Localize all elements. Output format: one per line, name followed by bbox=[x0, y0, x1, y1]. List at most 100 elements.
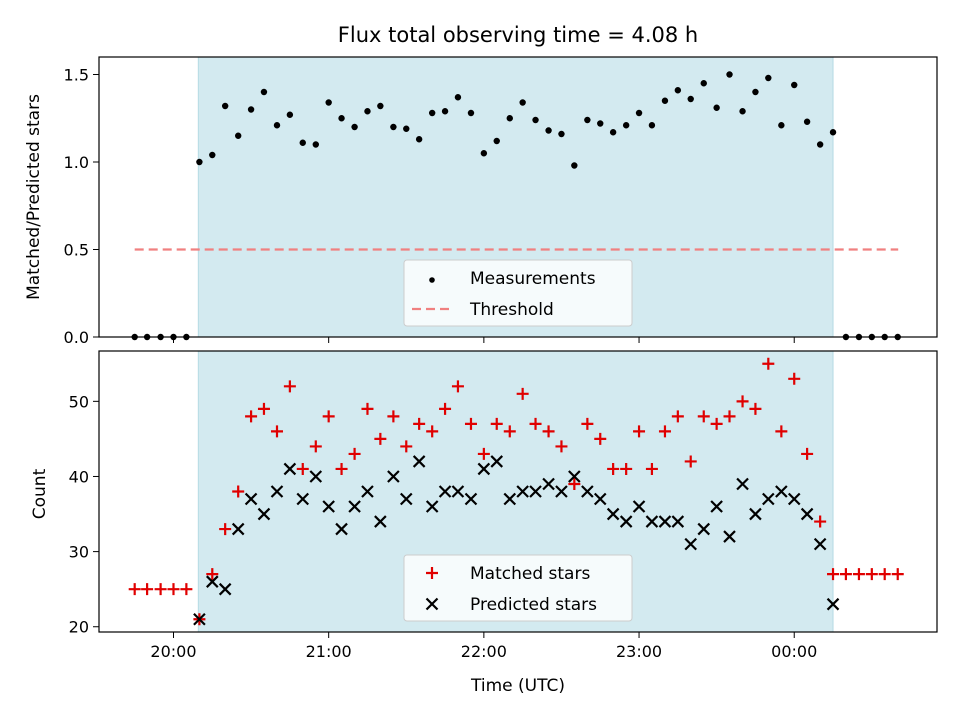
predicted-star-point bbox=[787, 492, 801, 506]
predicted-star-point bbox=[231, 522, 245, 536]
matched-star-point bbox=[891, 568, 904, 581]
top-y-tick-label: 1.0 bbox=[64, 153, 89, 172]
matched-star-point bbox=[426, 425, 439, 438]
predicted-star-point bbox=[387, 470, 400, 483]
matched-star-point bbox=[516, 387, 529, 400]
measurement-point bbox=[545, 127, 552, 134]
measurement-point bbox=[390, 123, 397, 131]
matched-star-point bbox=[335, 462, 348, 475]
measurement-point bbox=[829, 129, 837, 136]
predicted-star-point bbox=[348, 500, 361, 513]
legend-label: Threshold bbox=[469, 300, 554, 320]
measurement-point bbox=[247, 106, 255, 113]
matched-star-point bbox=[464, 417, 477, 430]
predicted-star-point bbox=[619, 515, 633, 528]
matched-star-point bbox=[775, 425, 788, 438]
bottom-legend: Matched stars Predicted stars bbox=[403, 554, 633, 622]
measurement-point bbox=[364, 108, 371, 115]
x-tick-label: 21:00 bbox=[306, 642, 352, 661]
measurement-point bbox=[519, 99, 526, 106]
matched-star-point bbox=[801, 447, 814, 460]
measurement-point bbox=[467, 109, 475, 117]
top-y-tick-label: 0.5 bbox=[64, 241, 89, 260]
measurement-point bbox=[196, 158, 203, 166]
measurement-point bbox=[454, 94, 462, 101]
x-tick-label: 22:00 bbox=[461, 642, 507, 661]
predicted-star-point bbox=[335, 522, 348, 536]
matched-star-point bbox=[749, 402, 762, 415]
matched-star-point bbox=[852, 568, 865, 581]
matched-star-point bbox=[581, 417, 594, 430]
matched-star-point bbox=[620, 462, 633, 475]
matched-star-point bbox=[633, 425, 646, 438]
matched-star-point bbox=[128, 583, 141, 596]
bottom-y-tick-label: 50 bbox=[69, 392, 89, 411]
measurement-point bbox=[674, 87, 682, 94]
matched-star-point bbox=[490, 417, 503, 430]
matched-star-point bbox=[684, 455, 697, 468]
predicted-star-point bbox=[374, 515, 387, 528]
predicted-star-point bbox=[503, 492, 517, 506]
matched-star-point bbox=[645, 462, 658, 475]
matched-star-point bbox=[374, 432, 387, 445]
x-axis-label: Time (UTC) bbox=[470, 676, 565, 696]
matched-star-point bbox=[607, 462, 620, 475]
matched-star-point bbox=[477, 447, 490, 460]
matched-star-point bbox=[878, 568, 891, 581]
measurement-point bbox=[609, 129, 617, 136]
matched-star-point bbox=[555, 440, 568, 453]
matched-star-point bbox=[658, 425, 671, 438]
predicted-star-point bbox=[749, 507, 762, 521]
matched-star-point bbox=[180, 583, 193, 596]
measurement-point bbox=[273, 122, 281, 129]
predicted-star-point bbox=[723, 530, 736, 543]
legend-box bbox=[403, 259, 633, 327]
matched-star-point bbox=[141, 583, 154, 596]
measurement-point bbox=[584, 116, 591, 124]
matched-star-point bbox=[697, 410, 710, 423]
matched-star-point bbox=[167, 583, 180, 596]
predicted-star-point bbox=[710, 500, 723, 513]
bottom-y-tick-label: 40 bbox=[69, 467, 89, 486]
top-y-axis-label: Matched/Predicted stars bbox=[24, 94, 44, 300]
predicted-star-point bbox=[645, 515, 659, 528]
predicted-star-point bbox=[361, 485, 374, 498]
measurement-point bbox=[803, 118, 811, 125]
predicted-star-point bbox=[684, 537, 697, 551]
x-tick-label: 20:00 bbox=[150, 642, 196, 661]
predicted-star-point bbox=[529, 485, 542, 498]
legend-label: Measurements bbox=[470, 269, 596, 289]
matched-star-point bbox=[296, 462, 309, 475]
measurement-point bbox=[713, 104, 720, 111]
legend-measurement-swatch bbox=[429, 277, 435, 283]
matched-star-point bbox=[788, 372, 801, 385]
matched-star-point bbox=[219, 523, 232, 536]
measurement-point bbox=[235, 132, 242, 139]
matched-star-point bbox=[309, 440, 322, 453]
measurement-point bbox=[312, 141, 319, 148]
bottom-series-predicted-stars bbox=[193, 455, 840, 626]
matched-star-point bbox=[762, 357, 775, 370]
measurement-point bbox=[752, 88, 759, 96]
legend-label: Predicted stars bbox=[470, 595, 597, 615]
measurement-point bbox=[260, 88, 268, 96]
matched-star-point bbox=[400, 440, 413, 453]
predicted-star-point bbox=[412, 455, 426, 468]
measurement-point bbox=[597, 120, 604, 127]
bottom-y-axis-label: Count bbox=[30, 468, 50, 519]
measurement-point bbox=[635, 109, 643, 117]
predicted-star-point bbox=[555, 485, 568, 498]
top-y-tick-label: 1.5 bbox=[64, 66, 89, 85]
measurement-point bbox=[700, 80, 707, 87]
predicted-star-point bbox=[593, 492, 607, 506]
measurement-point bbox=[415, 136, 423, 143]
bottom-series-matched-stars bbox=[128, 357, 904, 626]
predicted-star-point bbox=[206, 575, 219, 588]
matched-star-point bbox=[270, 425, 283, 438]
matched-star-point bbox=[542, 425, 555, 438]
predicted-star-point bbox=[516, 485, 529, 498]
measurement-point bbox=[221, 102, 229, 110]
top-legend: Measurements Threshold bbox=[403, 259, 633, 327]
measurement-point bbox=[558, 130, 565, 138]
